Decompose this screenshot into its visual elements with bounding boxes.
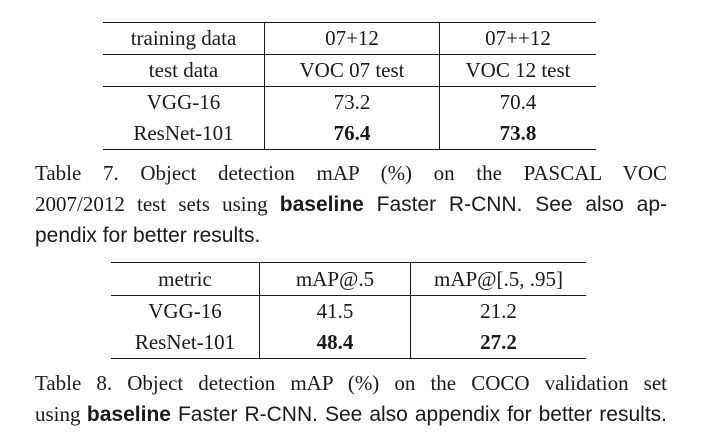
caption-line: using baseline Faster R-CNN. See also ap… [35, 399, 667, 430]
value-cell-best: 48.4 [259, 327, 411, 359]
value-cell: 73.2 [264, 86, 440, 118]
caption-line: Table 7. Object detection mAP (%) on the… [35, 161, 667, 185]
value-cell-best: 27.2 [410, 327, 586, 359]
header-cell: mAP@[.5, .95] [410, 262, 586, 296]
header-cell: VOC 12 test [439, 54, 596, 87]
value-cell-best: 73.8 [439, 118, 596, 150]
model-name-cell: VGG-16 [111, 295, 260, 327]
table-8: metric mAP@.5 mAP@[.5, .95] VGG-16 41.5 … [111, 262, 586, 359]
header-cell: 07++12 [439, 22, 596, 55]
value-cell-best: 76.4 [264, 118, 440, 150]
table-7: training data 07+12 07++12 test data VOC… [103, 22, 596, 150]
caption-text: Faster R-CNN. See also appendix for bett… [170, 403, 667, 426]
value-cell: 21.2 [410, 295, 586, 327]
header-cell: VOC 07 test [264, 54, 440, 87]
caption-bold-term: baseline [279, 193, 364, 216]
caption-text: using [35, 402, 87, 426]
table-header-row: metric mAP@.5 mAP@[.5, .95] [111, 262, 586, 296]
header-cell: training data [103, 22, 265, 55]
table-header-row: training data 07+12 07++12 [103, 22, 596, 55]
caption-text: 2007/2012 test sets using [35, 192, 280, 216]
caption-line: 2007/2012 test sets using baseline Faste… [35, 189, 667, 220]
header-cell: mAP@.5 [259, 262, 411, 296]
table-row: ResNet-101 76.4 73.8 [103, 118, 596, 150]
header-cell: test data [103, 54, 265, 87]
header-cell: metric [111, 262, 260, 296]
caption-line: pendix for better results. [35, 224, 261, 247]
caption-line: Table 8. Object detection mAP (%) on the… [35, 371, 667, 395]
caption-bold-term: baseline [86, 403, 171, 426]
caption-text: Faster R-CNN. See also ap- [363, 193, 667, 216]
value-cell: 70.4 [439, 86, 596, 118]
header-cell: 07+12 [264, 22, 440, 55]
model-name-cell: VGG-16 [103, 86, 265, 118]
model-name-cell: ResNet-101 [103, 118, 265, 150]
table-row: VGG-16 73.2 70.4 [103, 86, 596, 118]
table-row: VGG-16 41.5 21.2 [111, 295, 586, 327]
table-subheader-row: test data VOC 07 test VOC 12 test [103, 54, 596, 87]
table-row: ResNet-101 48.4 27.2 [111, 327, 586, 359]
table-8-caption: Table 8. Object detection mAP (%) on the… [35, 368, 667, 430]
model-name-cell: ResNet-101 [111, 327, 260, 359]
value-cell: 41.5 [259, 295, 411, 327]
table-7-caption: Table 7. Object detection mAP (%) on the… [35, 158, 667, 251]
